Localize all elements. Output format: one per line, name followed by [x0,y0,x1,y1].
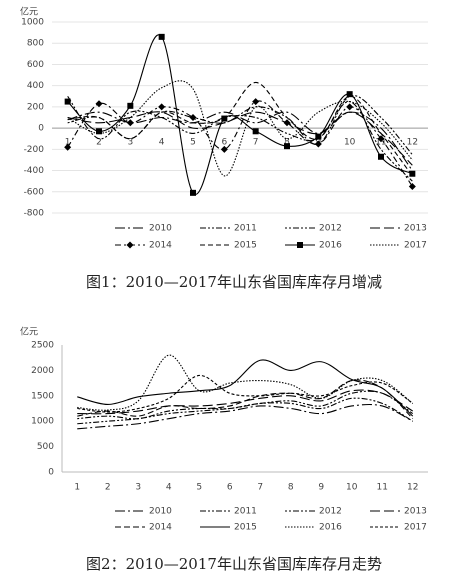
x-tick-label: 10 [344,138,356,148]
series-line [77,403,413,430]
marker [408,182,416,190]
x-tick-label: 7 [253,138,259,148]
y-tick-label: 200 [27,102,44,112]
legend-label: 2017 [404,523,427,533]
legend-label: 2011 [234,507,257,517]
x-tick-label: 11 [377,483,388,493]
y-tick-label: 1500 [31,391,54,401]
legend-label: 2010 [149,224,172,234]
marker [190,189,196,196]
marker [96,128,102,135]
x-tick-label: 2 [105,483,111,493]
x-tick-label: 1 [74,483,80,493]
y-tick-label: 0 [48,468,54,478]
y-tick-label: -400 [24,166,45,176]
y-tick-label: 400 [27,81,44,91]
series-line [77,379,414,420]
series-line [77,390,414,420]
series-line [67,111,413,166]
x-tick-label: 3 [127,138,133,148]
series-line [77,359,414,417]
chart-caption: 图1：2010—2017年山东省国库库存月增减 [86,273,382,291]
y-tick-label: 2500 [31,341,54,351]
legend-label: 2014 [149,523,172,533]
y-tick-label: 500 [37,442,54,452]
y-tick-label: -600 [24,187,45,197]
legend-label: 2012 [319,224,342,234]
x-tick-label: 6 [227,483,233,493]
legend-label: 2014 [149,241,172,251]
marker [127,102,134,109]
legend-marker [126,241,134,249]
series-line [77,354,414,411]
legend-label: 2010 [149,507,172,517]
y-tick-label: 800 [27,39,44,49]
series-line [67,81,413,177]
marker [189,114,197,121]
y-tick-label: -200 [24,145,45,155]
x-tick-label: 12 [407,138,418,148]
marker [346,103,354,111]
y-axis-unit: 亿元 [20,326,38,338]
chart-caption: 图2：2010—2017年山东省国库库存月走势 [86,555,382,573]
legend-label: 2015 [234,241,257,251]
series-line [67,100,413,187]
marker [64,143,72,151]
legend-label: 2013 [404,507,427,517]
x-tick-label: 7 [257,483,263,493]
x-tick-label: 11 [375,138,386,148]
x-tick-label: 9 [318,483,324,493]
marker [346,91,353,98]
x-tick-label: 4 [159,138,165,148]
marker [221,115,228,122]
legend-label: 2017 [404,241,427,251]
x-tick-label: 5 [196,483,202,493]
marker [158,33,165,40]
marker [284,143,290,150]
marker [95,100,103,108]
x-tick-label: 10 [346,483,358,493]
marker [378,153,384,160]
marker [377,135,385,143]
y-axis-unit: 亿元 [20,6,38,18]
marker [252,128,259,135]
marker [409,170,416,177]
x-tick-label: 6 [221,138,227,148]
x-tick-label: 8 [288,483,294,493]
legend-label: 2016 [319,523,342,533]
y-tick-label: 0 [38,124,44,134]
marker [220,145,228,153]
marker [158,103,166,111]
x-tick-label: 2 [96,138,102,148]
legend-label: 2015 [234,523,257,533]
legend-label: 2013 [404,224,427,234]
marker [315,133,322,140]
marker [283,119,291,127]
x-tick-label: 12 [407,483,418,493]
series-line [67,95,413,182]
x-tick-label: 1 [65,138,71,148]
legend-label: 2012 [319,507,342,517]
y-tick-label: 2000 [31,366,54,376]
legend-label: 2016 [319,241,342,251]
marker [126,119,134,127]
y-tick-label: 1000 [31,417,54,427]
legend-label: 2011 [234,224,257,234]
y-tick-label: 1000 [21,18,44,28]
x-tick-label: 8 [284,138,290,148]
marker [252,98,260,106]
x-tick-label: 5 [190,138,196,148]
y-tick-label: -800 [24,209,45,219]
legend-marker [297,242,303,248]
y-tick-label: 600 [27,60,44,70]
marker [314,140,322,148]
x-tick-label: 4 [166,483,172,493]
marker [64,98,71,105]
x-tick-label: 3 [135,483,141,493]
